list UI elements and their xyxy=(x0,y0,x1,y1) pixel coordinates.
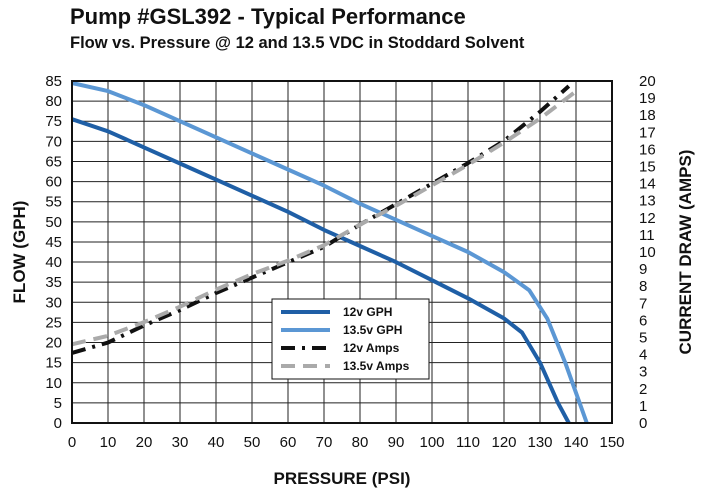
x-tick-label: 90 xyxy=(388,434,405,451)
y-axis-ticks: 0 5 10 15 20 25 30 35 40 45 50 55 60 65 70 75 80 85 xyxy=(45,73,62,432)
x-tick-label: 80 xyxy=(352,434,369,451)
y2-axis-label: CURRENT DRAW (AMPS) xyxy=(676,150,695,355)
y-tick-label: 80 xyxy=(45,93,62,110)
y2-tick-label: 5 xyxy=(639,330,647,347)
x-tick-label: 120 xyxy=(491,434,516,451)
y-tick-label: 50 xyxy=(45,214,62,231)
y-tick-label: 25 xyxy=(45,314,62,331)
y-tick-label: 85 xyxy=(45,73,62,90)
y2-tick-label: 6 xyxy=(639,312,647,329)
y-tick-label: 70 xyxy=(45,133,62,150)
y2-tick-label: 8 xyxy=(639,278,647,295)
y2-tick-label: 18 xyxy=(639,107,656,124)
series-line-13-5v-gph xyxy=(71,81,589,424)
y2-tick-label: 17 xyxy=(639,124,656,141)
legend: 12v GPH 13.5v GPH 12v Amps 13.5v Amps xyxy=(271,298,430,380)
y-tick-label: 45 xyxy=(45,234,62,251)
x-tick-label: 130 xyxy=(527,434,552,451)
y2-tick-label: 7 xyxy=(639,295,647,312)
x-tick-label: 150 xyxy=(599,434,624,451)
y-tick-label: 65 xyxy=(45,153,62,170)
y2-tick-label: 15 xyxy=(639,159,656,176)
x-tick-label: 0 xyxy=(68,434,76,451)
y2-tick-label: 2 xyxy=(639,381,647,398)
legend-label: 13.5v Amps xyxy=(343,359,410,373)
y2-tick-label: 16 xyxy=(639,141,656,158)
y2-tick-label: 9 xyxy=(639,261,647,278)
y-tick-label: 30 xyxy=(45,294,62,311)
legend-label: 13.5v GPH xyxy=(343,323,402,337)
y2-tick-label: 20 xyxy=(639,73,656,90)
y2-tick-label: 12 xyxy=(639,210,656,227)
x-tick-label: 140 xyxy=(563,434,588,451)
chart-title: Pump #GSL392 - Typical Performance xyxy=(70,4,466,29)
y-tick-label: 75 xyxy=(45,113,62,130)
series-line-12v-gph xyxy=(71,117,571,424)
x-tick-label: 60 xyxy=(280,434,297,451)
x-axis-ticks: 0 10 20 30 40 50 60 70 80 90 100 110 120 130 140 150 xyxy=(68,434,625,451)
y-tick-label: 10 xyxy=(45,375,62,392)
legend-label: 12v GPH xyxy=(343,305,392,319)
x-tick-label: 10 xyxy=(100,434,117,451)
chart-subtitle: Flow vs. Pressure @ 12 and 13.5 VDC in S… xyxy=(70,34,525,52)
y-tick-label: 15 xyxy=(45,355,62,372)
legend-label: 12v Amps xyxy=(343,341,400,355)
x-tick-label: 30 xyxy=(172,434,189,451)
y-tick-label: 20 xyxy=(45,335,62,352)
series-layer xyxy=(71,81,589,424)
x-tick-label: 50 xyxy=(244,434,261,451)
y2-tick-label: 11 xyxy=(639,227,655,244)
y2-tick-label: 3 xyxy=(639,364,647,381)
x-axis-label: PRESSURE (PSI) xyxy=(274,469,411,488)
y-tick-label: 40 xyxy=(45,254,62,271)
x-tick-label: 70 xyxy=(316,434,333,451)
y-tick-label: 0 xyxy=(54,415,62,432)
y2-tick-label: 13 xyxy=(639,193,656,210)
x-tick-label: 100 xyxy=(419,434,444,451)
y2-tick-label: 19 xyxy=(639,90,656,107)
series-line-13-5v-amps xyxy=(71,89,578,347)
x-tick-label: 110 xyxy=(456,434,480,451)
x-tick-label: 20 xyxy=(136,434,153,451)
y2-tick-label: 14 xyxy=(639,176,656,193)
y2-tick-label: 10 xyxy=(639,244,656,261)
y-tick-label: 35 xyxy=(45,274,62,291)
y-axis-label: FLOW (GPH) xyxy=(10,201,29,304)
y2-tick-label: 4 xyxy=(639,347,647,364)
x-tick-label: 40 xyxy=(208,434,225,451)
y-tick-label: 60 xyxy=(45,174,62,191)
y-tick-label: 5 xyxy=(54,395,62,412)
y-tick-label: 55 xyxy=(45,194,62,211)
y2-tick-label: 1 xyxy=(639,398,647,415)
y2-tick-label: 0 xyxy=(639,415,647,432)
plot-frame xyxy=(71,80,613,424)
